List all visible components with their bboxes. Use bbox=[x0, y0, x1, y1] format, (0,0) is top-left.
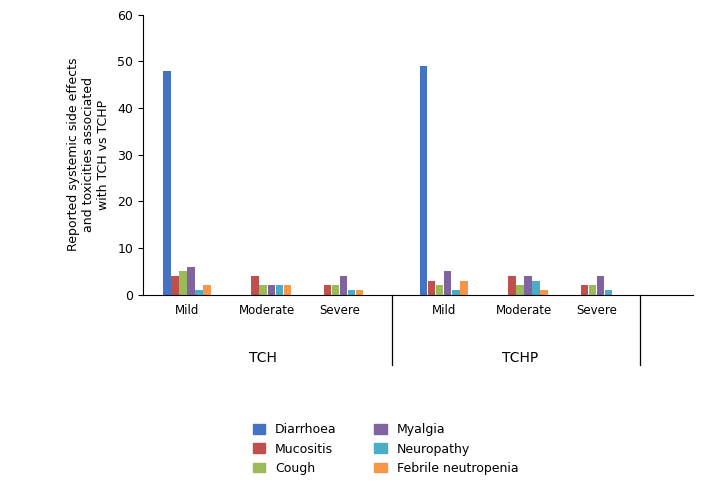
Bar bbox=[171, 276, 178, 295]
Legend: Diarrhoea, Mucositis, Cough, Myalgia, Neuropathy, Febrile neutropenia: Diarrhoea, Mucositis, Cough, Myalgia, Ne… bbox=[248, 418, 523, 480]
Bar bbox=[508, 276, 516, 295]
Bar bbox=[540, 290, 548, 295]
Bar bbox=[597, 276, 604, 295]
Bar bbox=[420, 66, 428, 295]
Bar bbox=[588, 285, 596, 295]
Bar bbox=[452, 290, 460, 295]
Bar bbox=[283, 285, 291, 295]
Bar bbox=[516, 285, 523, 295]
Bar bbox=[268, 285, 275, 295]
Bar bbox=[356, 290, 363, 295]
Bar bbox=[196, 290, 203, 295]
Bar bbox=[164, 71, 171, 295]
Y-axis label: Reported systemic side effects
and toxicities associated
with TCH vs TCHP: Reported systemic side effects and toxic… bbox=[67, 58, 110, 251]
Bar bbox=[436, 285, 443, 295]
Bar bbox=[580, 285, 588, 295]
Bar bbox=[276, 285, 283, 295]
Bar bbox=[323, 285, 331, 295]
Bar bbox=[460, 281, 468, 295]
Text: TCH: TCH bbox=[249, 351, 277, 365]
Bar bbox=[444, 271, 451, 295]
Bar bbox=[348, 290, 355, 295]
Bar bbox=[524, 276, 532, 295]
Bar bbox=[259, 285, 267, 295]
Bar bbox=[251, 276, 259, 295]
Bar bbox=[203, 285, 211, 295]
Bar bbox=[340, 276, 347, 295]
Bar bbox=[533, 281, 540, 295]
Bar bbox=[605, 290, 612, 295]
Text: TCHP: TCHP bbox=[502, 351, 538, 365]
Bar bbox=[179, 271, 186, 295]
Bar bbox=[428, 281, 436, 295]
Bar bbox=[332, 285, 339, 295]
Bar bbox=[187, 267, 195, 295]
